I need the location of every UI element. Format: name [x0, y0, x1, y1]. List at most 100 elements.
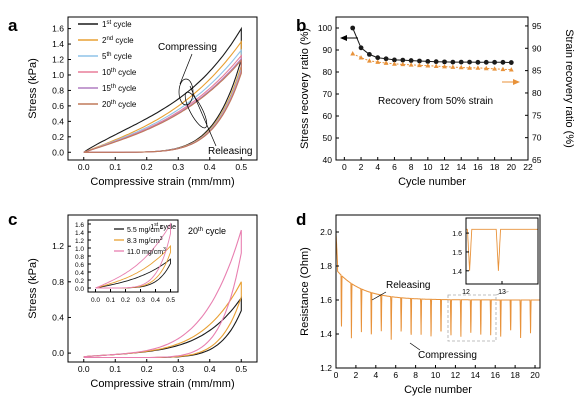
data-point-strain [408, 62, 414, 67]
data-point-stress [508, 60, 514, 65]
x-tick-label: 10 [431, 370, 441, 380]
x-tick-label: 12 [440, 162, 450, 172]
annotation-ellipse-2 [184, 91, 208, 129]
y-tick-label: 2.0 [320, 227, 332, 237]
x-tick-label: 16 [473, 162, 483, 172]
legend-entry: 5th cycle [102, 52, 132, 61]
data-point-strain [500, 66, 506, 72]
y-tick-label: 0.4 [52, 116, 64, 126]
series-line-2-cycle [83, 40, 242, 153]
y-tick-label: 1.2 [52, 55, 64, 65]
series-line-density-2 [83, 229, 242, 359]
pointer-compressing [179, 53, 193, 85]
panel-a-curves [83, 26, 242, 153]
x-tick-label: 0 [334, 370, 339, 380]
x-tick-label: 20 [507, 162, 517, 172]
y-tick-label: 70 [323, 89, 333, 99]
pointer-compressing-d [409, 342, 421, 351]
y-tick-label: 40 [323, 155, 333, 165]
y-tick-label: 0.0 [52, 147, 64, 157]
y-tick-label: 0.8 [52, 85, 64, 95]
panel-c-ylabel: Stress (kPa) [27, 258, 39, 319]
plot-frame [335, 214, 541, 369]
y-tick-label: 1.4 [452, 269, 462, 276]
x-tick-label: 0.1 [106, 297, 115, 304]
data-point-strain [366, 58, 372, 63]
pointer-releasing [189, 85, 217, 147]
annotation-recovery: Recovery from 50% strain [378, 96, 493, 107]
data-point-stress [483, 59, 489, 65]
data-point-stress [383, 56, 389, 62]
annotation-releasing-d: Releasing [386, 280, 430, 291]
x-tick-label: 12 [451, 370, 461, 380]
resistance-trace [335, 231, 540, 340]
x-tick-label: 4 [373, 370, 378, 380]
y-tick-label: 1.2 [320, 363, 332, 373]
x-tick-label: 16 [490, 370, 500, 380]
panel-d-xlabel: Cycle number [404, 384, 472, 396]
panel-b-ylabel-left: Stress recovery ratio (%) [299, 28, 311, 149]
x-tick-label: 0.0 [78, 162, 90, 172]
y-right-tick-label: 90 [532, 43, 542, 53]
x-tick-label: 0.5 [235, 364, 247, 374]
legend-entry: 1st cycle [102, 20, 132, 29]
data-point-stress [475, 59, 481, 65]
data-point-stress [392, 57, 397, 63]
panel-b-axes: 0 2 4 6 8 10 12 14 16 18 20 22 40 50 60 70 80 90 100 65 70 75… [318, 16, 542, 172]
annotation-pointer-lines [178, 53, 217, 147]
panel-label-b: b [296, 16, 306, 35]
panel-d-pointers [371, 290, 511, 351]
y-tick-label: 100 [318, 23, 332, 33]
x-tick-label: 2 [354, 370, 359, 380]
data-point-strain [508, 67, 514, 72]
legend-entry: 10th cycle [102, 68, 137, 77]
legend-entry: 2nd cycle [102, 36, 134, 45]
x-tick-label: 0.2 [121, 297, 130, 304]
data-point-strain [483, 65, 489, 71]
chart-panel-a: 0.0 0.1 0.2 0.3 0.4 0.5 0.0 0.2 0.4 0.6 0.8 1.0 1.2 1… [27, 16, 258, 188]
x-tick-label: 18 [490, 162, 500, 172]
x-tick-label: 12 [462, 289, 470, 296]
panel-d-ylabel: Resistance (Ohm) [299, 247, 311, 336]
data-point-strain [358, 55, 364, 60]
x-tick-label: 6 [393, 370, 398, 380]
chart-panel-c: 0.0 0.1 0.2 0.3 0.4 0.5 0.0 0.4 0.8 1.2 Compressi… [27, 214, 258, 390]
x-tick-label: 0.1 [109, 162, 121, 172]
y-right-tick-label: 95 [532, 21, 542, 31]
inset-annotation-1st-cycle: 1st cycle [150, 222, 176, 231]
data-point-stress [408, 58, 414, 63]
data-point-strain [425, 63, 431, 68]
y-tick-label: 0.2 [52, 132, 64, 142]
data-point-strain [392, 61, 397, 66]
data-point-stress [458, 59, 464, 65]
y-right-tick-label: 80 [532, 88, 542, 98]
y-tick-label: 1.2 [75, 238, 84, 245]
data-point-stress [417, 58, 422, 64]
arrow-right-head [513, 79, 520, 85]
data-point-strain [383, 60, 389, 65]
y-tick-label: 1.0 [75, 246, 84, 253]
x-tick-label: 0 [342, 162, 347, 172]
y-tick-label: 0.8 [52, 277, 64, 287]
data-point-stress [492, 59, 498, 65]
y-tick-label: 1.6 [75, 222, 84, 229]
x-tick-label: 0.2 [141, 364, 153, 374]
x-tick-label: 0.0 [91, 297, 100, 304]
y-tick-label: 1.6 [320, 295, 332, 305]
panel-label-d: d [296, 210, 306, 229]
y-tick-label: 0.2 [75, 278, 84, 285]
y-tick-label: 0.8 [75, 254, 84, 261]
annotation-20th-cycle: 20th cycle [188, 226, 226, 236]
panel-c-curves [83, 229, 242, 359]
x-tick-label: 2 [359, 162, 364, 172]
x-tick-label: 20 [530, 370, 540, 380]
data-point-stress [433, 59, 439, 65]
panel-a-ylabel: Stress (kPa) [27, 58, 39, 119]
x-tick-label: 0.2 [141, 162, 153, 172]
annotation-releasing: Releasing [208, 146, 252, 157]
x-tick-label: 8 [409, 162, 414, 172]
panel-b-xlabel: Cycle number [398, 176, 466, 188]
inset-background [466, 218, 538, 284]
chart-panel-d: 0 2 4 6 8 10 12 14 16 18 20 1.2 1.4 1.6 1.8 2.0 Cycle n… [299, 214, 541, 396]
y-tick-label: 0.0 [52, 348, 64, 358]
